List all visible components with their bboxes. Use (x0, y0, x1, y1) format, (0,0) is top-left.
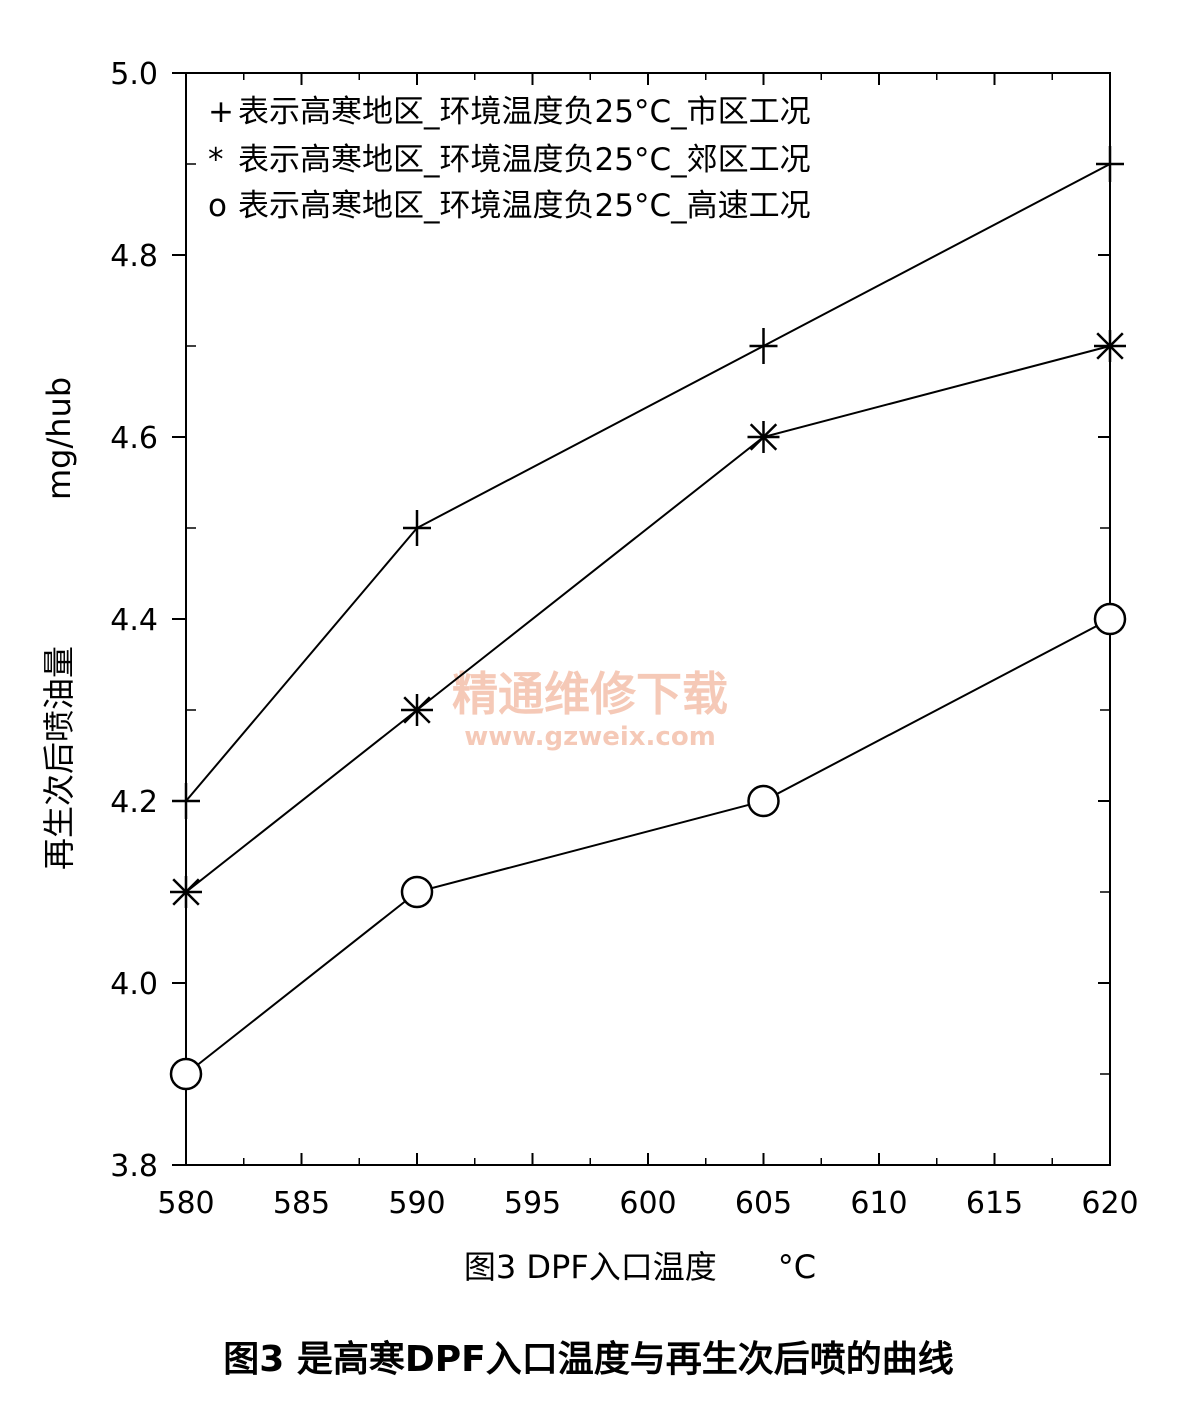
data-point-plus (172, 783, 200, 819)
data-point-star (170, 876, 202, 908)
circle-marker (400, 875, 434, 909)
series-layer (169, 146, 1127, 1091)
x-tick-label: 605 (735, 1186, 792, 1221)
data-point-circle (169, 1057, 203, 1091)
y-tick-label: 4.4 (110, 603, 158, 638)
watermark: 精通维修下载 www.gzweix.com (452, 667, 728, 752)
legend-marker-1: + (208, 94, 234, 130)
data-point-star (747, 421, 780, 453)
x-tick-label: 595 (504, 1186, 561, 1221)
star-marker-d2 (749, 423, 778, 451)
watermark-title: 精通维修下载 (452, 667, 728, 721)
series-line-1 (185, 163, 1111, 802)
series-2 (170, 330, 1126, 908)
x-axis-ticks: 580 585 590 595 600 605 610 615 620 (157, 73, 1139, 1221)
data-point-plus (1096, 146, 1124, 182)
x-axis-label: 图3 DPF入口温度 °C (464, 1248, 816, 1286)
circle-marker (747, 784, 780, 818)
legend: + 表示高寒地区_环境温度负25°C_市区工况 * 表示高寒地区_环境温度负25… (208, 94, 811, 224)
series-3 (169, 602, 1127, 1091)
legend-label-2: 表示高寒地区_环境温度负25°C_郊区工况 (238, 142, 811, 178)
series-line-3 (185, 618, 1111, 1075)
data-point-circle (400, 875, 434, 909)
data-point-star (1094, 330, 1126, 362)
legend-label-3: 表示高寒地区_环境温度负25°C_高速工况 (238, 188, 811, 224)
data-point-circle (747, 784, 780, 818)
x-tick-label: 580 (157, 1186, 214, 1221)
y-tick-label: 4.0 (110, 967, 158, 1002)
x-tick-label: 585 (273, 1186, 330, 1221)
x-tick-label: 590 (388, 1186, 445, 1221)
star-marker-d2 (403, 696, 431, 724)
y-tick-label: 4.8 (110, 239, 158, 274)
line-chart: 580 585 590 595 600 605 610 615 620 3.8 4.0 4.2 4.4… (40, 57, 1139, 1286)
legend-marker-2: * (208, 142, 224, 178)
legend-marker-3: o (208, 188, 227, 224)
y-axis-unit: mg/hub (40, 377, 78, 500)
series-line-2 (185, 345, 1111, 893)
data-point-star (401, 694, 433, 726)
data-point-plus (749, 328, 778, 364)
y-tick-label: 3.8 (110, 1149, 158, 1184)
x-tick-label: 600 (619, 1186, 676, 1221)
y-tick-label: 4.6 (110, 421, 158, 456)
x-tick-label: 615 (966, 1186, 1023, 1221)
data-point-circle (1093, 602, 1127, 636)
watermark-url: www.gzweix.com (464, 722, 716, 752)
y-axis-label: 再生次后喷油量 (40, 646, 78, 870)
series-1 (172, 146, 1124, 819)
y-tick-label: 5.0 (110, 57, 158, 92)
y-axis-ticks: 3.8 4.0 4.2 4.4 4.6 4.8 5.0 (110, 57, 1110, 1184)
x-tick-label: 610 (850, 1186, 907, 1221)
star-marker-d2 (1096, 332, 1124, 360)
legend-label-1: 表示高寒地区_环境温度负25°C_市区工况 (238, 94, 811, 130)
circle-marker (169, 1057, 203, 1091)
star-marker-d2 (172, 878, 200, 906)
y-tick-label: 4.2 (110, 785, 158, 820)
figure-caption: 图3 是高寒DPF入口温度与再生次后喷的曲线 (223, 1339, 954, 1380)
x-tick-label: 620 (1081, 1186, 1138, 1221)
data-point-plus (403, 510, 431, 546)
circle-marker (1093, 602, 1127, 636)
